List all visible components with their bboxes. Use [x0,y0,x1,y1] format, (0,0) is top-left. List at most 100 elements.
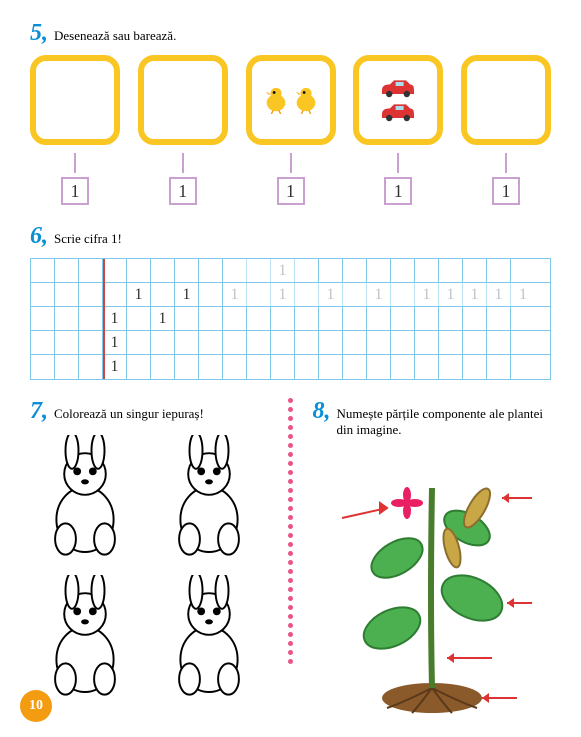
grid-cell [415,259,439,283]
grid-cell [31,307,55,331]
grid-cell [487,331,511,355]
grid-cell [199,307,223,331]
grid-cell [79,307,103,331]
num-box-4: 1 [384,177,412,205]
grid-cell [223,355,247,379]
grid-cell [343,307,367,331]
section-divider [289,398,293,718]
grid-cell [55,259,79,283]
grid-cell [199,331,223,355]
grid-cell [295,307,319,331]
grid-cell [151,283,175,307]
divider-dot [288,506,293,511]
grid-cell [343,283,367,307]
grid-cell: 1 [175,283,199,307]
plant-diagram [313,448,552,718]
grid-cell [127,355,151,379]
box-3-chicks [246,55,336,145]
ex8-text: Numește părțile componente ale plantei d… [337,406,552,438]
grid-cell [271,307,295,331]
connector-line [505,153,507,173]
grid-cell [295,283,319,307]
grid-cell [511,307,535,331]
divider-dot [288,578,293,583]
divider-dot [288,587,293,592]
car-icon [378,78,418,98]
grid-cell [343,355,367,379]
grid-cell [151,331,175,355]
grid-cell [223,331,247,355]
ex5-num: 5, [30,20,48,47]
ex5-header: 5, Desenează sau barează. [30,20,551,47]
grid-cell [55,283,79,307]
grid-row: 1 [31,259,550,283]
writing-grid: 1111111111111111 [30,258,551,380]
num-box-5: 1 [492,177,520,205]
grid-cell [367,355,391,379]
grid-cell: 1 [415,283,439,307]
connectors-row [30,153,551,173]
rabbit-icon [30,575,140,705]
grid-cell [271,331,295,355]
grid-cell [319,307,343,331]
divider-dot [288,461,293,466]
grid-cell [31,259,55,283]
grid-cell [55,355,79,379]
divider-dot [288,623,293,628]
box-5 [461,55,551,145]
box-2 [138,55,228,145]
grid-cell [127,259,151,283]
grid-cell [55,307,79,331]
grid-cell [319,331,343,355]
divider-dot [288,605,293,610]
grid-cell [79,259,103,283]
divider-dot [288,488,293,493]
ex8-section: 8, Numește părțile componente ale plante… [313,398,552,718]
connector-line [182,153,184,173]
grid-cell [247,283,271,307]
ex6-num: 6, [30,223,48,250]
grid-cell [391,283,415,307]
grid-cell: 1 [103,355,127,379]
grid-cell [391,307,415,331]
grid-cell [79,283,103,307]
grid-cell [439,331,463,355]
plant-svg [332,448,532,718]
divider-dot [288,569,293,574]
grid-cell [175,259,199,283]
grid-cell [247,307,271,331]
grid-cell [463,355,487,379]
grid-cell [391,355,415,379]
divider-dot [288,551,293,556]
grid-cell [31,331,55,355]
grid-cell [439,307,463,331]
grid-cell: 1 [151,307,175,331]
grid-cell: 1 [103,307,127,331]
ex7-num: 7, [30,398,48,425]
grid-cell [199,283,223,307]
ex5-text: Desenează sau barează. [54,28,176,44]
grid-cell: 1 [463,283,487,307]
grid-cell [127,307,151,331]
grid-cell [223,259,247,283]
divider-dot [288,434,293,439]
grid-cell: 1 [127,283,151,307]
grid-cell: 1 [487,283,511,307]
grid-cell [511,259,535,283]
divider-dot [288,641,293,646]
grid-cell [463,259,487,283]
grid-cell: 1 [319,283,343,307]
grid-cell [343,331,367,355]
grid-cell [247,331,271,355]
divider-dot [288,416,293,421]
grid-cell [415,331,439,355]
connector-line [74,153,76,173]
grid-cell [223,307,247,331]
number-boxes-row: 1 1 1 1 1 [30,177,551,205]
ex7-text: Colorează un singur iepuraș! [54,406,204,422]
grid-cell [247,259,271,283]
divider-dot [288,515,293,520]
ex7-section: 7, Colorează un singur iepuraș! [30,398,269,718]
divider-dot [288,632,293,637]
grid-cell [55,331,79,355]
